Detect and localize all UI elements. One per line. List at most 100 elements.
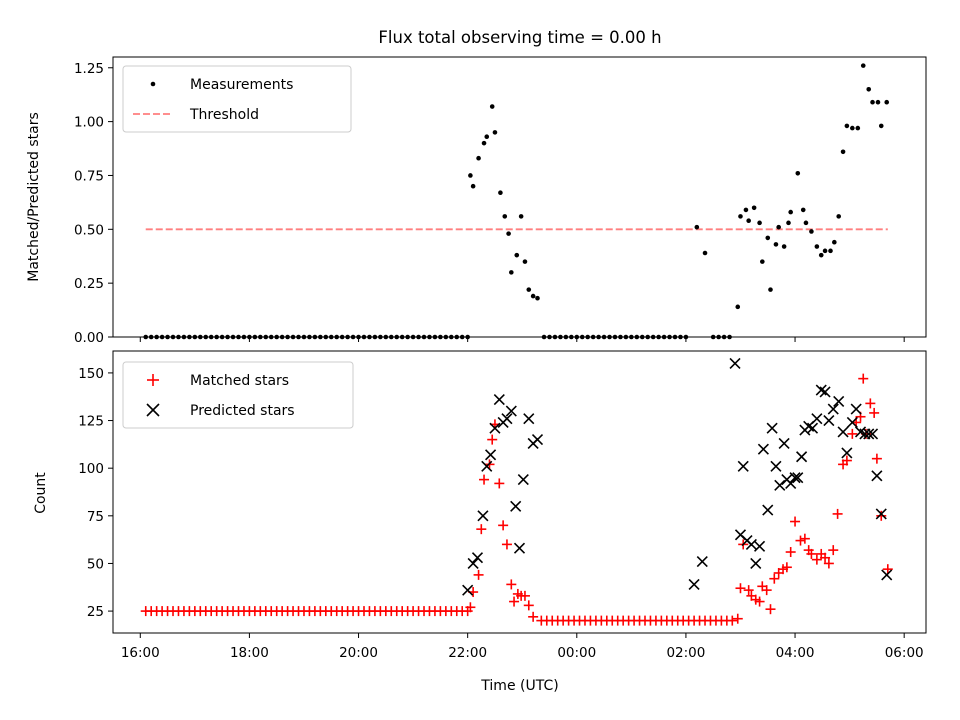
bottom-y-tick-label: 50	[87, 556, 104, 572]
predicted-star-point	[806, 422, 819, 434]
predicted-star-point	[505, 405, 517, 417]
measurement-point	[832, 239, 837, 245]
matched-star-point	[858, 373, 869, 384]
measurement-point	[875, 99, 881, 105]
matched-star-point	[743, 585, 754, 596]
measurement-point	[850, 125, 855, 131]
matched-star-point	[465, 602, 476, 613]
matched-star-point	[479, 474, 490, 485]
bottom-y-tick-label: 75	[87, 509, 104, 525]
measurement-point	[828, 248, 833, 254]
measurement-point	[884, 99, 890, 105]
measurement-point	[535, 295, 540, 301]
predicted-star-point	[517, 474, 529, 486]
measurement-point	[498, 190, 503, 195]
matched-star-point	[799, 533, 810, 544]
top-legend-box	[122, 65, 352, 133]
predicted-star-point	[471, 552, 484, 564]
predicted-star-point	[729, 357, 741, 369]
matched-star-point	[785, 547, 796, 558]
predicted-star-point	[785, 477, 797, 489]
top-y-tick-label: 1.25	[74, 61, 104, 77]
matched-star-point	[811, 554, 822, 565]
predicted-star-point	[792, 472, 804, 484]
measurement-point	[768, 287, 773, 292]
measurement-point	[694, 224, 700, 230]
top-y-tick-label: 0.75	[74, 168, 104, 184]
predicted-star-point	[766, 422, 778, 434]
predicted-star-point	[796, 451, 808, 463]
predicted-star-point	[745, 538, 757, 550]
predicted-star-point	[833, 395, 845, 408]
predicted-star-point	[850, 403, 862, 415]
matched-star-point	[498, 520, 509, 531]
matched-star-point	[847, 428, 858, 439]
predicted-star-point	[789, 472, 801, 484]
x-tick-label: 16:00	[121, 645, 160, 661]
predicted-star-point	[489, 422, 501, 434]
matched-star-point	[735, 583, 746, 594]
measurement-point	[506, 231, 511, 236]
bottom-data-layer	[140, 357, 893, 626]
measurement-point	[836, 214, 841, 219]
bottom-x-ticks: 16:00 18:00 20:00 22:00 00:00 02:00 04:00 06:00	[121, 633, 924, 661]
x-tick-label: 06:00	[885, 645, 924, 661]
measurement-point	[735, 304, 741, 310]
measurement-point	[818, 252, 824, 258]
matched-star-point	[790, 516, 801, 527]
top-panel: 0.00 0.25 0.50 0.75 1.00 1.25 Matched/Predict…	[26, 56, 927, 346]
measurement-point	[776, 224, 781, 230]
predicted-star-point	[531, 434, 544, 446]
predicted-star-point	[462, 584, 474, 596]
top-y-tick-label: 0.50	[74, 222, 104, 238]
bottom-y-tick-label: 150	[78, 366, 104, 382]
measurement-point	[509, 270, 514, 275]
measurement-point	[489, 104, 495, 109]
legend-measurements-label: Measurements	[190, 77, 293, 93]
predicted-star-point	[778, 437, 790, 449]
measurement-point	[840, 149, 846, 155]
x-tick-label: 04:00	[776, 645, 815, 661]
x-tick-label: 02:00	[666, 645, 705, 661]
predicted-star-point	[513, 542, 526, 554]
predicted-star-point	[501, 413, 513, 425]
legend-measurements-marker	[150, 81, 156, 87]
matched-star-point	[865, 398, 876, 409]
predicted-star-point	[819, 386, 831, 398]
x-tick-label: 20:00	[339, 645, 378, 661]
matched-star-point	[882, 564, 893, 575]
matched-star-point	[820, 552, 831, 563]
predicted-star-point	[837, 426, 849, 438]
matched-star-point	[871, 453, 882, 464]
bottom-y-ticks: 25 50 75 100 125 150	[78, 366, 113, 620]
measurement-point	[470, 183, 476, 189]
x-tick-label: 00:00	[557, 645, 596, 661]
x-tick-label: 18:00	[230, 645, 269, 661]
top-y-ticks: 0.00 0.25 0.50 0.75 1.00 1.25	[74, 61, 113, 346]
matched-star-point	[795, 535, 806, 546]
matched-star-point	[528, 611, 539, 622]
measurement-point	[773, 242, 779, 247]
measurement-point	[870, 99, 875, 105]
top-y-tick-label: 0.25	[74, 276, 104, 292]
predicted-star-point	[467, 557, 479, 570]
matched-star-point	[841, 455, 852, 466]
matched-star-point	[501, 539, 512, 550]
top-legend: Measurements Threshold	[122, 65, 352, 133]
measurement-point	[855, 125, 861, 131]
bottom-panel: 25 50 75 100 125 150 16:00 18:00 20:00 22:00 00:0…	[33, 350, 927, 694]
measurement-point	[746, 218, 751, 223]
top-y-axis-label: Matched/Predicted stars	[26, 112, 42, 282]
measurement-point	[702, 250, 708, 256]
measurement-point	[786, 220, 791, 226]
measurement-point	[481, 140, 487, 146]
matched-star-point	[506, 579, 517, 590]
chart-title: Flux total observing time = 0.00 h	[378, 28, 661, 47]
predicted-star-point	[881, 569, 893, 581]
matched-star-point	[523, 600, 534, 611]
legend-matched-marker	[147, 374, 159, 386]
predicted-star-point	[827, 403, 839, 415]
measurement-point	[743, 207, 749, 213]
matched-star-point	[832, 508, 843, 519]
measurement-point	[502, 214, 508, 219]
